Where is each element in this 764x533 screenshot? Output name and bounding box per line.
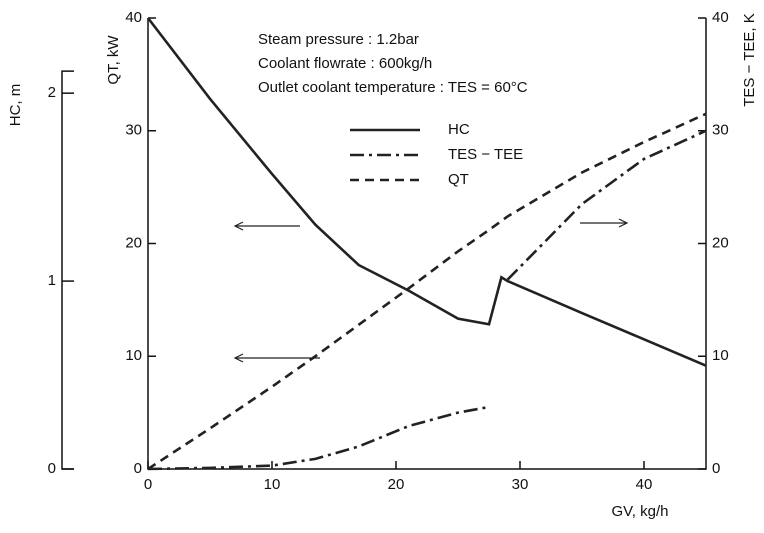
arrow [233,221,300,231]
x-axis-label: GV, kg/h [612,503,669,520]
x-tick-label: 10 [264,476,281,493]
legend-label: TES − TEE [448,146,523,163]
y2-tick-label: 40 [712,9,729,26]
y3-tick-label: 2 [48,84,56,101]
x-tick-label: 40 [636,476,653,493]
y3-tick-label: 0 [48,460,56,477]
annotation: Outlet coolant temperature : TES = 60°C [258,79,528,96]
y2-tick-label: 30 [712,122,729,139]
legend-label: QT [448,171,469,188]
y3-axis [61,70,74,470]
y3-axis-label: HC, m [7,84,24,127]
arrow [233,353,320,363]
legend-label: HC [448,121,470,138]
annotation: Coolant flowrate : 600kg/h [258,55,432,72]
y-tick-label: 10 [125,347,142,364]
series-line [147,129,707,471]
x-tick-label: 0 [144,476,152,493]
annotation: Steam pressure : 1.2bar [258,31,419,48]
y2-tick-label: 20 [712,234,729,251]
arrow [580,218,629,228]
y-tick-label: 20 [125,234,142,251]
y-tick-label: 30 [125,122,142,139]
arrows [233,218,629,363]
y-tick-label: 40 [125,9,142,26]
y-tick-label: 0 [134,460,142,477]
y3-tick-label: 1 [48,272,56,289]
x-tick-label: 20 [388,476,405,493]
y2-tick-label: 10 [712,347,729,364]
series-line [146,17,707,367]
x-tick-label: 30 [512,476,529,493]
series-line [147,112,707,471]
y2-tick-label: 0 [712,460,720,477]
y2-axis-label: TES − TEE, K [741,13,758,107]
y-axis-label: QT, kW [105,35,122,85]
